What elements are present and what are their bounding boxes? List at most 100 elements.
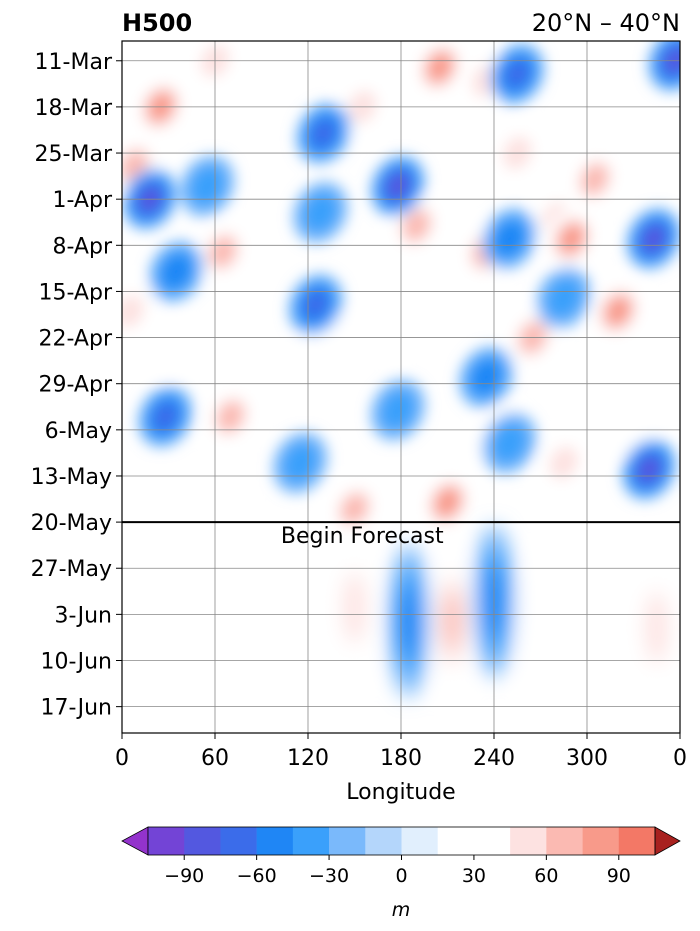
x-axis: 0 60 120 180 240 300 0: [115, 733, 687, 771]
x-tick-label: 300: [566, 746, 608, 771]
anomaly-blob: [536, 432, 592, 494]
anomaly-contour: [302, 191, 339, 234]
anomaly-blob: [292, 181, 348, 244]
y-tick-label: 22-Apr: [38, 327, 112, 352]
y-tick-label: 1-Apr: [52, 188, 112, 213]
anomaly-contour: [153, 402, 178, 431]
colorbar-label: m: [392, 899, 411, 921]
anomaly-blob: [412, 41, 468, 99]
colorbar-tick-label: 30: [462, 865, 486, 887]
anomaly-blob: [567, 148, 623, 211]
y-tick-label: 25-Mar: [35, 142, 113, 167]
anomaly-blob: [536, 267, 592, 329]
anomaly-blob: [122, 280, 158, 342]
colorbar-segment: [546, 827, 583, 855]
colorbar-extend-min: [121, 826, 149, 856]
anomaly-blob: [482, 412, 537, 474]
anomaly-blob: [458, 346, 514, 408]
anomaly-contour: [281, 442, 319, 484]
anomaly-blob: [141, 319, 196, 382]
colorbar-segment: [437, 827, 475, 855]
colorbar-tick-label: 0: [395, 865, 407, 887]
anomaly-blob: [334, 531, 375, 684]
anomaly-contour: [471, 360, 501, 394]
anomaly-contour: [495, 222, 524, 256]
colorbar-segment: [582, 827, 620, 855]
anomaly-contour: [342, 494, 367, 523]
anomaly-blob: [148, 240, 204, 303]
anomaly-contour: [436, 489, 459, 515]
anomaly-blob: [137, 385, 193, 448]
y-tick-label: 27-May: [31, 557, 112, 582]
y-tick-label: 18-Mar: [35, 96, 113, 121]
x-tick-label: 0: [673, 746, 687, 771]
anomaly-contour: [387, 173, 409, 199]
anomaly-contour: [520, 551, 561, 704]
anomaly-blob: [482, 207, 537, 270]
y-tick-label: 20-May: [31, 511, 112, 536]
anomaly-blob: [296, 102, 351, 165]
anomaly-blob: [195, 221, 251, 283]
colorbar-segment: [329, 827, 366, 855]
anomaly-blob: [179, 155, 235, 217]
chart-title-left: H500: [122, 9, 192, 37]
anomaly-contour: [549, 446, 579, 480]
x-tick-label: 60: [201, 746, 229, 771]
x-tick-label: 120: [287, 746, 329, 771]
y-tick-label: 15-Apr: [38, 280, 112, 305]
anomaly-contour: [491, 422, 528, 464]
anomaly-blob: [590, 280, 646, 342]
anomaly-blob: [544, 207, 599, 270]
anomaly-contour: [303, 290, 328, 319]
begin-forecast-annotation: Begin Forecast: [281, 524, 444, 549]
colorbar-segment: [256, 827, 294, 855]
y-tick-label: 6-May: [45, 419, 112, 444]
anomaly-contour: [397, 584, 420, 657]
anomaly-contour: [161, 255, 191, 289]
anomaly-contour: [379, 389, 417, 431]
anomaly-blob: [370, 379, 426, 441]
colorbar-segment: [365, 827, 402, 855]
colorbar-tick-label: 90: [607, 865, 631, 887]
anomaly-blob: [288, 273, 344, 336]
colorbar-extend-max: [654, 826, 681, 856]
anomaly-contour: [218, 402, 243, 431]
colorbar-segment: [220, 827, 257, 855]
colorbar-tick-label: −90: [164, 865, 204, 887]
anomaly-contour: [204, 494, 242, 537]
anomaly-blob: [626, 207, 680, 270]
y-tick-label: 13-May: [31, 465, 112, 490]
y-tick-label: 3-Jun: [54, 603, 112, 628]
x-tick-label: 0: [115, 746, 129, 771]
colorbar-tick-label: −30: [309, 865, 349, 887]
x-axis-label: Longitude: [346, 780, 455, 805]
anomaly-contour: [311, 119, 336, 148]
x-tick-label: 240: [473, 746, 515, 771]
x-tick-label: 180: [380, 746, 422, 771]
anomaly-contour: [582, 165, 607, 194]
anomaly-contour: [210, 237, 235, 266]
anomaly-contour: [374, 303, 412, 346]
colorbar-segment: [510, 827, 547, 855]
anomaly-contour: [645, 591, 668, 664]
anomaly-contour: [442, 591, 462, 651]
grid: [122, 41, 680, 733]
anomaly-blob: [203, 385, 258, 448]
colorbar-tick-label: 60: [534, 865, 558, 887]
anomaly-contour: [505, 59, 530, 88]
y-tick-label: 17-Jun: [40, 696, 112, 721]
anomaly-blob: [272, 432, 328, 494]
y-tick-label: 10-Jun: [40, 650, 112, 675]
colorbar-segment: [184, 827, 221, 855]
anomaly-blob: [370, 155, 426, 217]
anomaly-blob: [420, 471, 475, 534]
anomaly-contour: [343, 571, 366, 644]
anomaly-blob: [365, 293, 421, 356]
anomaly-contour: [607, 298, 629, 324]
anomaly-blob: [432, 544, 473, 697]
anomaly-blob: [195, 484, 251, 547]
y-axis: 11-Mar 18-Mar 25-Mar 1-Apr 8-Apr 15-Apr 22-Apr…: [31, 50, 122, 721]
anomaly-blob: [388, 544, 429, 697]
colorbar-segment: [618, 827, 656, 855]
y-tick-label: 29-Apr: [38, 373, 112, 398]
